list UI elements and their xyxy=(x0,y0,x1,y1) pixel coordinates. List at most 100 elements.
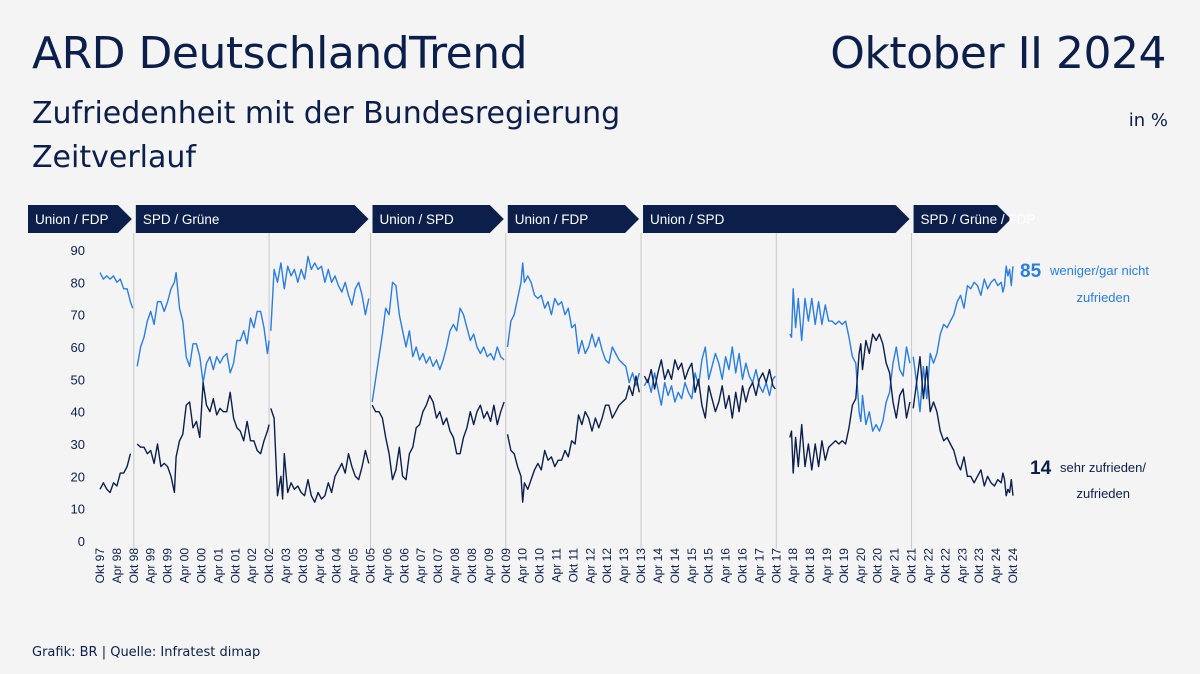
y-tick-label: 80 xyxy=(71,275,85,290)
x-tick-label: Apr 23 xyxy=(955,548,969,584)
x-tick-label: Apr 08 xyxy=(448,548,462,584)
x-tick-label: Okt 03 xyxy=(296,548,310,584)
series-line-dissatisfied xyxy=(371,281,505,403)
y-tick-label: 10 xyxy=(71,502,85,517)
x-tick-label: Apr 03 xyxy=(279,548,293,584)
dissatisfied-value-label: 85 xyxy=(1020,261,1042,282)
x-tick-label: Apr 06 xyxy=(380,548,394,584)
x-tick-label: Okt 04 xyxy=(330,548,344,584)
x-tick-label: Apr 21 xyxy=(888,548,902,584)
series-line-dissatisfied xyxy=(506,262,640,387)
unit-label: in % xyxy=(1128,110,1168,131)
x-tick-label: Apr 10 xyxy=(516,548,530,584)
government-banner-label: SPD / Grüne / FDP xyxy=(921,212,1036,227)
page-title: ARD DeutschlandTrend xyxy=(32,28,528,79)
government-banner xyxy=(913,205,1011,233)
series-line-satisfied xyxy=(371,394,505,481)
x-tick-label: Apr 02 xyxy=(245,548,259,584)
government-banner-label: Union / SPD xyxy=(650,212,725,227)
x-tick-label: Okt 16 xyxy=(735,548,749,584)
x-tick-label: Apr 11 xyxy=(550,548,564,583)
series-line-dissatisfied xyxy=(912,265,1014,413)
y-tick-label: 70 xyxy=(71,308,85,323)
x-tick-label: Okt 14 xyxy=(668,548,682,584)
y-tick-label: 50 xyxy=(71,372,85,387)
y-tick-label: 0 xyxy=(78,534,85,549)
x-tick-label: Okt 09 xyxy=(499,548,513,584)
source-note: Grafik: BR | Quelle: Infratest dimap xyxy=(32,645,261,660)
x-tick-label: Apr 18 xyxy=(786,548,800,584)
period-label: Oktober II 2024 xyxy=(830,28,1166,79)
x-tick-label: Okt 24 xyxy=(1006,548,1020,584)
x-tick-label: Okt 20 xyxy=(871,548,885,584)
x-tick-label: Apr 17 xyxy=(752,548,766,584)
series-line-dissatisfied xyxy=(99,272,134,309)
y-tick-label: 30 xyxy=(71,437,85,452)
x-tick-label: Okt 18 xyxy=(803,548,817,584)
x-tick-label: Apr 04 xyxy=(313,548,327,584)
satisfied-value-label: 14 xyxy=(1030,458,1052,479)
government-banner xyxy=(643,205,910,233)
x-tick-label: Okt 98 xyxy=(127,548,141,584)
series-line-satisfied xyxy=(643,359,776,419)
y-tick-label: 90 xyxy=(71,243,85,258)
x-tick-label: Apr 16 xyxy=(719,548,733,584)
x-tick-label: Apr 07 xyxy=(414,548,428,584)
x-tick-label: Apr 99 xyxy=(144,548,158,584)
x-tick-label: Apr 00 xyxy=(178,548,192,584)
x-tick-label: Apr 15 xyxy=(685,548,699,584)
x-tick-label: Okt 23 xyxy=(972,548,986,584)
x-tick-label: Apr 09 xyxy=(482,548,496,584)
government-banner xyxy=(507,205,640,233)
x-tick-label: Okt 05 xyxy=(364,548,378,584)
x-tick-label: Okt 19 xyxy=(837,548,851,584)
x-tick-label: Okt 13 xyxy=(634,548,648,584)
x-tick-label: Okt 02 xyxy=(262,548,276,584)
x-tick-label: Okt 21 xyxy=(905,548,919,584)
x-tick-label: Apr 05 xyxy=(347,548,361,584)
x-tick-label: Okt 11 xyxy=(566,548,580,583)
government-banner-label: Union / FDP xyxy=(35,212,109,227)
government-banner-label: SPD / Grüne xyxy=(143,212,220,227)
dissatisfied-label-line2: zufrieden xyxy=(1077,290,1130,305)
government-banner xyxy=(135,205,369,233)
series-line-satisfied xyxy=(912,356,1014,497)
x-tick-label: Okt 00 xyxy=(194,548,208,584)
government-banner xyxy=(372,205,504,233)
x-tick-label: Apr 24 xyxy=(989,548,1003,584)
x-tick-label: Apr 12 xyxy=(583,548,597,584)
x-tick-label: Apr 22 xyxy=(921,548,935,584)
x-tick-label: Okt 17 xyxy=(769,548,783,584)
x-tick-label: Okt 10 xyxy=(533,548,547,584)
y-tick-label: 60 xyxy=(71,340,85,355)
chart-subtitle-timeline: Zeitverlauf xyxy=(32,140,196,175)
x-tick-label: Apr 20 xyxy=(854,548,868,584)
series-line-dissatisfied xyxy=(136,271,270,384)
series-line-satisfied xyxy=(789,333,911,474)
dissatisfied-label-line1: weniger/gar nicht xyxy=(1049,263,1149,278)
series-line-satisfied xyxy=(270,408,370,503)
series-line-dissatisfied xyxy=(789,288,911,432)
series-line-satisfied xyxy=(506,375,640,503)
x-tick-label: Apr 14 xyxy=(651,548,665,584)
series-line-satisfied xyxy=(99,453,132,494)
x-tick-label: Apr 13 xyxy=(617,548,631,584)
series-line-dissatisfied xyxy=(270,255,370,331)
x-tick-label: Okt 15 xyxy=(702,548,716,584)
series-line-dissatisfied xyxy=(643,346,776,406)
satisfied-label-line2: zufrieden xyxy=(1077,486,1130,501)
x-tick-label: Okt 06 xyxy=(397,548,411,584)
x-tick-label: Apr 01 xyxy=(211,548,225,584)
government-banner-label: Union / SPD xyxy=(380,212,455,227)
x-tick-label: Apr 98 xyxy=(110,548,124,584)
satisfied-label-line1: sehr zufrieden/ xyxy=(1060,460,1146,475)
y-tick-label: 40 xyxy=(71,405,85,420)
x-tick-label: Okt 99 xyxy=(161,548,175,584)
x-tick-label: Okt 08 xyxy=(465,548,479,584)
x-tick-label: Okt 07 xyxy=(431,548,445,584)
government-banner xyxy=(28,205,132,233)
series-line-satisfied xyxy=(136,381,270,494)
x-tick-label: Okt 97 xyxy=(93,548,107,584)
x-tick-label: Okt 22 xyxy=(938,548,952,584)
